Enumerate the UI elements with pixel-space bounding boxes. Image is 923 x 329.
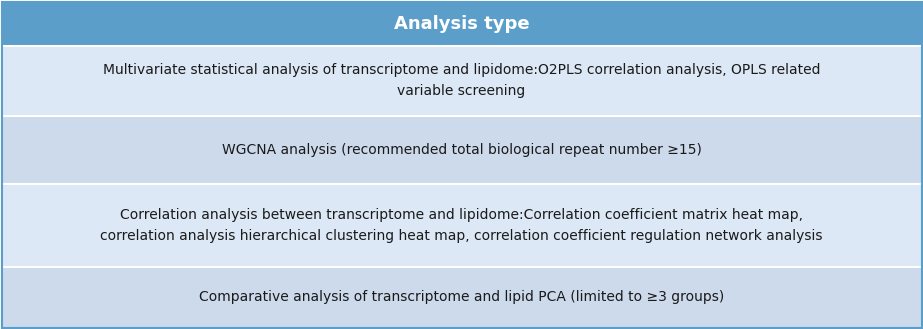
Bar xyxy=(2,184,921,267)
Bar xyxy=(2,267,921,327)
Text: Multivariate statistical analysis of transcriptome and lipidome:O2PLS correlatio: Multivariate statistical analysis of tra… xyxy=(102,63,821,98)
Text: Analysis type: Analysis type xyxy=(394,14,529,33)
Text: Correlation analysis between transcriptome and lipidome:Correlation coefficient : Correlation analysis between transcripto… xyxy=(101,208,822,243)
Bar xyxy=(2,115,921,184)
Bar xyxy=(2,2,921,45)
Text: Comparative analysis of transcriptome and lipid PCA (limited to ≥3 groups): Comparative analysis of transcriptome an… xyxy=(198,291,725,304)
Text: WGCNA analysis (recommended total biological repeat number ≥15): WGCNA analysis (recommended total biolog… xyxy=(222,143,701,157)
Bar xyxy=(2,45,921,115)
